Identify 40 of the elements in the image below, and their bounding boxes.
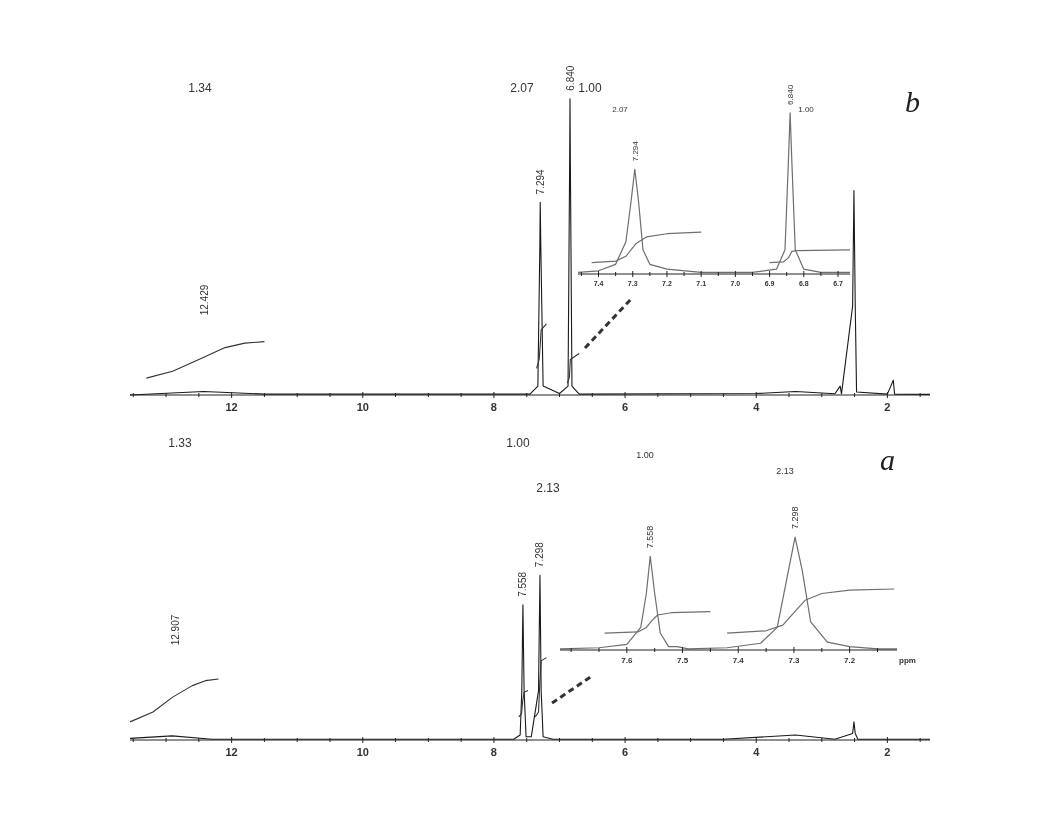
annotation: 6.840 xyxy=(564,65,576,91)
x-tick-label: 7.5 xyxy=(676,656,689,665)
x-tick-label: 10 xyxy=(356,746,369,758)
x-axis-title: ppm xyxy=(899,656,916,665)
x-tick-label: 4 xyxy=(753,746,761,758)
annotation: 6.840 xyxy=(785,84,795,105)
x-tick-label: 12 xyxy=(225,401,238,413)
annotation: 7.558 xyxy=(645,525,656,549)
x-tick-label: 8 xyxy=(490,401,497,413)
annotation: b xyxy=(905,85,920,118)
annotation: 12.429 xyxy=(199,284,210,316)
x-tick-label: 2 xyxy=(884,401,891,413)
annotation: 7.294 xyxy=(534,168,546,195)
text: 1.33 xyxy=(168,436,192,450)
text: 1.34 xyxy=(188,81,212,95)
annotation: 1.00 xyxy=(798,105,815,114)
x-tick-label: 7.4 xyxy=(732,656,745,665)
text: 2.13 xyxy=(776,466,794,476)
annotation: 7.298 xyxy=(534,541,546,568)
text: 2.07 xyxy=(510,81,534,95)
annotation: 7.558 xyxy=(517,571,529,597)
annotation: 12.907 xyxy=(170,614,181,646)
x-tick-label: 4 xyxy=(753,401,761,413)
x-tick-label: 2 xyxy=(884,746,891,758)
x-tick-label: 7.2 xyxy=(844,656,856,665)
x-tick-label: 6 xyxy=(622,401,629,413)
text: 2.13 xyxy=(536,481,560,495)
x-tick-label: 6 xyxy=(622,746,629,758)
x-tick-label: 8 xyxy=(490,746,497,758)
x-tick-label: 7.3 xyxy=(788,656,801,665)
text: 1.00 xyxy=(506,436,530,450)
text: a xyxy=(880,443,895,476)
text: 1.00 xyxy=(636,450,654,460)
annotation: 7.294 xyxy=(630,140,640,162)
x-tick-label: 10 xyxy=(356,401,369,413)
annotation: 2.07 xyxy=(612,105,629,114)
annotation: 7.298 xyxy=(790,506,801,530)
x-tick-label: 7.6 xyxy=(621,656,633,665)
x-tick-label: 12 xyxy=(225,746,238,758)
text: 1.00 xyxy=(578,81,602,95)
